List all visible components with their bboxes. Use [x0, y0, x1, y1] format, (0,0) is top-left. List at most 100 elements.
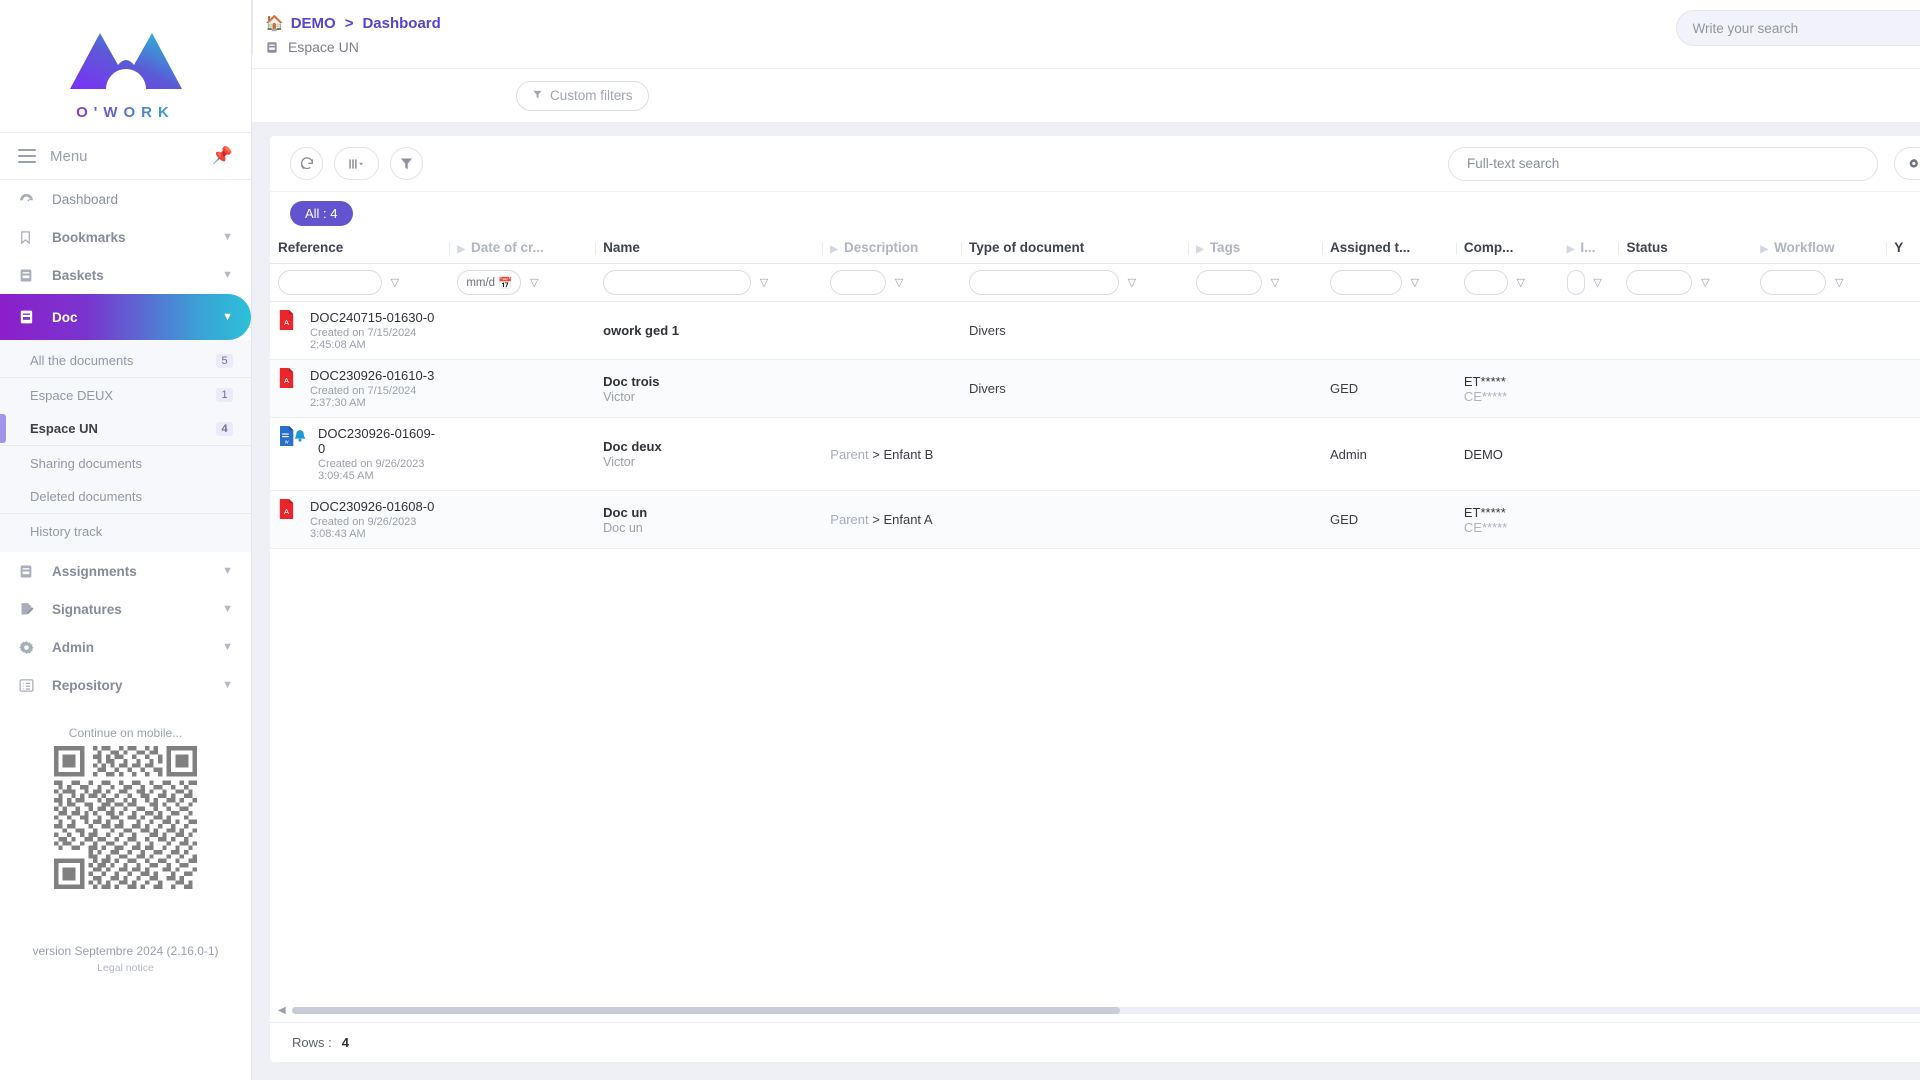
filter-input-status[interactable]	[1626, 270, 1693, 295]
content-area: All : 4 Reference ▶ Date of cr...	[252, 122, 1920, 1080]
fulltext-search-input[interactable]	[1465, 155, 1861, 172]
column-header-workflow[interactable]: ▶ Workflow	[1752, 234, 1887, 264]
hamburger-icon[interactable]	[18, 149, 36, 163]
funnel-icon[interactable]: ▽	[1834, 277, 1844, 289]
cell-reference[interactable]: w DOC230926-01609-0 Created on 9/26/2023	[270, 418, 449, 491]
calendar-icon[interactable]: 📅	[498, 277, 513, 290]
funnel-icon[interactable]: ▽	[1410, 277, 1420, 289]
cell-status	[1618, 302, 1752, 360]
chevron-down-icon[interactable]: ▼	[222, 679, 233, 691]
menu-header[interactable]: Menu 📌	[0, 132, 251, 180]
table-row[interactable]: A DOC240715-01630-0 Created on 7/15/2024…	[270, 302, 1920, 360]
sidebar-item-dashboard[interactable]: Dashboard	[0, 180, 251, 218]
filter-input-type-of-document[interactable]	[968, 270, 1119, 295]
filter-input-reference[interactable]	[278, 270, 382, 295]
column-header-status[interactable]: Status	[1618, 234, 1753, 264]
scrollbar-thumb[interactable]	[291, 1006, 1120, 1014]
filter-input-name[interactable]	[603, 270, 752, 295]
chevron-down-icon[interactable]: ▼	[222, 641, 233, 653]
table-scroll-region[interactable]: Reference ▶ Date of cr... Name ▶ Descripti…	[270, 234, 1920, 1022]
table-row[interactable]: w DOC230926-01609-0 Created on 9/26/2023	[270, 418, 1920, 491]
sort-triangle-icon[interactable]: ▶	[1760, 244, 1769, 255]
legal-notice-link[interactable]: Legal notice	[97, 962, 154, 974]
funnel-icon[interactable]: ▽	[894, 277, 904, 289]
sidebar-item-doc[interactable]: Doc ▼	[0, 294, 251, 340]
chevron-down-icon[interactable]: ▼	[222, 565, 233, 577]
filter-input-tags[interactable]	[1196, 270, 1263, 295]
funnel-icon[interactable]: ▽	[1701, 277, 1710, 289]
chevron-down-icon[interactable]: ▼	[222, 231, 233, 243]
funnel-icon[interactable]: ▽	[759, 277, 769, 289]
sidebar-item-repository[interactable]: Repository ▼	[0, 666, 251, 704]
funnel-icon[interactable]: ▽	[1593, 277, 1602, 289]
filter-icon[interactable]	[390, 147, 423, 180]
brand-name: O'WORK	[66, 104, 186, 121]
filter-input-date[interactable]: mm/d 📅	[457, 270, 522, 295]
table-row[interactable]: A DOC230926-01610-3 Created on 7/15/2024…	[270, 359, 1920, 418]
cell-reference[interactable]: A DOC230926-01608-0 Created on 9/26/2023…	[270, 491, 449, 549]
funnel-icon[interactable]: ▽	[1270, 277, 1280, 289]
sidebar-item-baskets[interactable]: Baskets ▼	[0, 256, 251, 294]
filter-input-description[interactable]	[830, 270, 887, 295]
column-header-date-of-creation[interactable]: ▶ Date of cr...	[449, 234, 596, 264]
cell-status	[1618, 418, 1752, 491]
funnel-icon[interactable]: ▽	[1516, 277, 1525, 289]
refresh-icon[interactable]	[290, 147, 323, 180]
chevron-down-icon[interactable]: ▼	[222, 603, 233, 615]
chevron-down-icon[interactable]: ▼	[222, 311, 233, 323]
breadcrumb-root[interactable]: DEMO	[290, 14, 336, 32]
column-header-tags[interactable]: ▶ Tags	[1188, 234, 1322, 264]
horizontal-scrollbar[interactable]: ◀ ▶	[278, 1004, 1920, 1016]
breadcrumb-current[interactable]: Dashboard	[362, 14, 441, 32]
sidebar-item-signatures[interactable]: Signatures ▼	[0, 590, 251, 628]
chevron-down-icon[interactable]: ▼	[222, 269, 233, 281]
sidebar-subitem-espace-un[interactable]: Espace UN 4	[0, 412, 251, 446]
gear-icon[interactable]	[1894, 147, 1920, 180]
sidebar-item-assignments[interactable]: Assignments ▼	[0, 552, 251, 590]
column-header-reference[interactable]: Reference	[270, 234, 450, 264]
funnel-icon[interactable]: ▽	[1127, 277, 1137, 289]
column-header-i[interactable]: ▶ I...	[1558, 234, 1619, 264]
column-header-company[interactable]: Comp...	[1455, 234, 1559, 264]
column-header-description[interactable]: ▶ Description	[822, 234, 961, 264]
home-icon[interactable]: 🏠	[265, 15, 284, 32]
column-header-name[interactable]: Name	[595, 234, 823, 264]
scrollbar-track[interactable]	[291, 1006, 1920, 1014]
filter-input-company[interactable]	[1463, 270, 1508, 295]
sidebar-item-admin[interactable]: Admin ▼	[0, 628, 251, 666]
assigned-value: Admin	[1330, 446, 1367, 462]
sort-triangle-icon[interactable]: ▶	[830, 244, 838, 255]
column-header-type-of-document[interactable]: Type of document	[960, 234, 1189, 264]
funnel-icon[interactable]: ▽	[530, 277, 539, 289]
cell-reference[interactable]: A DOC240715-01630-0 Created on 7/15/2024…	[270, 302, 449, 360]
custom-filters-button[interactable]: Custom filters	[516, 80, 649, 111]
search-input[interactable]	[1690, 19, 1920, 37]
table-row[interactable]: A DOC230926-01608-0 Created on 9/26/2023…	[270, 490, 1920, 549]
columns-icon[interactable]	[334, 147, 379, 180]
funnel-icon[interactable]: ▽	[390, 277, 400, 289]
fulltext-search[interactable]	[1448, 146, 1878, 181]
filter-input-assigned-to[interactable]	[1330, 270, 1402, 295]
sort-triangle-icon[interactable]: ▶	[457, 244, 466, 255]
company-sub-value: CE*****	[1463, 519, 1508, 535]
column-header-assigned-to[interactable]: Assigned t...	[1322, 234, 1456, 264]
cell-reference[interactable]: A DOC230926-01610-3 Created on 7/15/2024…	[270, 360, 449, 418]
brand-logo[interactable]: O'WORK	[0, 0, 251, 132]
sidebar-subitem-espace-deux[interactable]: Espace DEUX 1	[0, 378, 251, 412]
filter-input-i[interactable]	[1566, 270, 1585, 295]
sidebar-subitem-sharing-documents[interactable]: Sharing documents	[0, 446, 251, 480]
sidebar-subitem-deleted-documents[interactable]: Deleted documents	[0, 480, 251, 514]
sidebar-subitem-history-track[interactable]: History track	[0, 514, 251, 548]
sidebar-subitem-all-the-documents[interactable]: All the documents 5	[0, 344, 251, 378]
cell-i	[1559, 491, 1619, 549]
column-header-y[interactable]: Y	[1886, 234, 1920, 264]
sort-triangle-icon[interactable]: ▶	[1196, 244, 1204, 255]
global-search[interactable]	[1675, 10, 1920, 46]
pin-icon[interactable]: 📌	[211, 146, 233, 165]
version-label: version Septembre 2024 (2.16.0-1)	[32, 944, 219, 958]
filter-input-workflow[interactable]	[1760, 270, 1827, 295]
sort-triangle-icon[interactable]: ▶	[1566, 244, 1575, 255]
tab-all[interactable]: All : 4	[290, 200, 353, 226]
sidebar-item-bookmarks[interactable]: Bookmarks ▼	[0, 218, 251, 256]
scroll-left-arrow-icon[interactable]: ◀	[278, 1004, 286, 1016]
